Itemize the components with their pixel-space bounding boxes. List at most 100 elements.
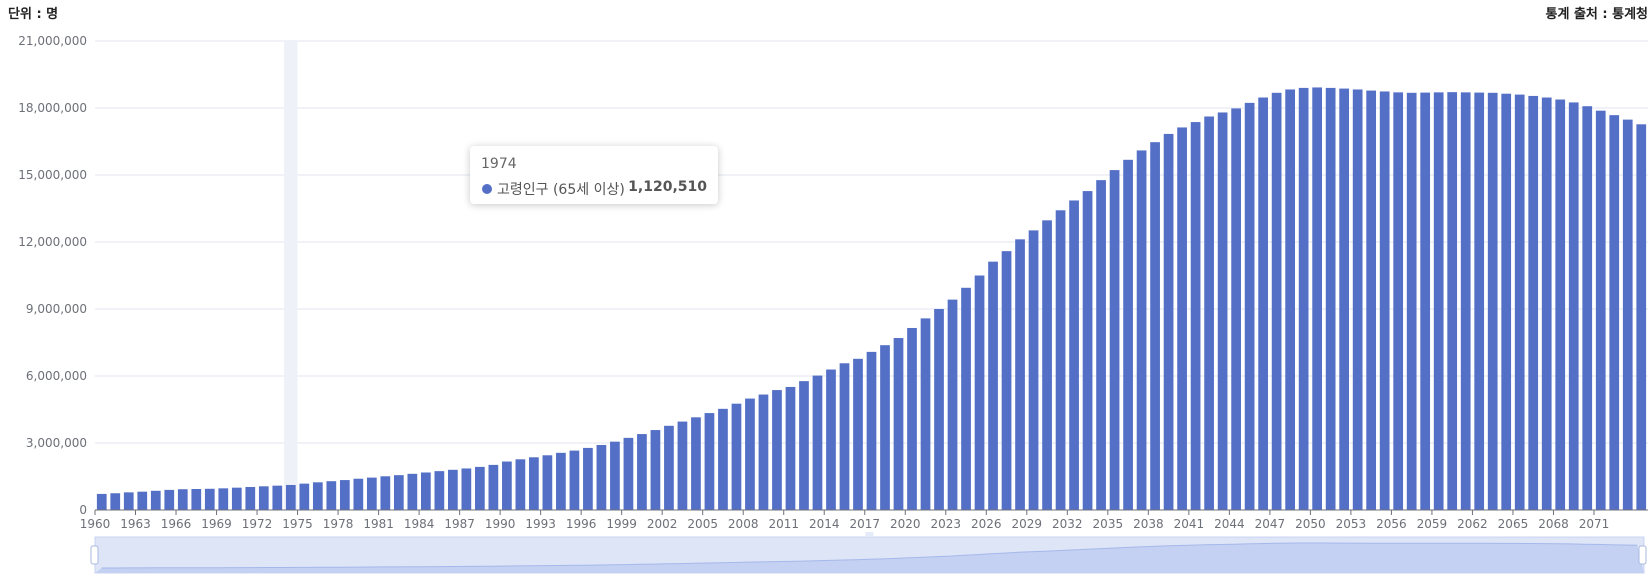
bar[interactable] [339, 480, 350, 510]
bar[interactable] [1352, 89, 1363, 511]
bar[interactable] [664, 425, 674, 510]
bar[interactable] [961, 287, 971, 510]
bar[interactable] [1150, 142, 1160, 511]
bar[interactable] [312, 482, 323, 510]
bar[interactable] [1069, 200, 1079, 510]
bar[interactable] [1487, 92, 1498, 511]
zoom-handle-right[interactable] [1638, 545, 1647, 565]
bar[interactable] [272, 485, 283, 510]
zoom-handle-left[interactable] [90, 545, 99, 565]
bar[interactable] [637, 434, 647, 510]
bar[interactable] [1271, 92, 1282, 511]
bar[interactable] [1177, 127, 1187, 511]
bar[interactable] [880, 345, 890, 510]
bar[interactable] [596, 445, 607, 510]
bar[interactable] [96, 493, 107, 510]
bar[interactable] [1055, 210, 1066, 510]
bar[interactable] [1339, 88, 1350, 510]
bar[interactable] [1447, 92, 1458, 510]
bar[interactable] [1042, 220, 1052, 510]
bar[interactable] [1433, 92, 1444, 510]
bar[interactable] [488, 464, 499, 510]
bar[interactable] [1501, 93, 1512, 510]
bar[interactable] [718, 408, 728, 510]
bar[interactable] [731, 403, 742, 510]
bar[interactable] [326, 481, 337, 510]
bar-series[interactable] [96, 87, 1647, 511]
bar[interactable] [650, 430, 661, 510]
bar[interactable] [988, 261, 998, 510]
bar[interactable] [204, 488, 215, 510]
bar[interactable] [1231, 108, 1241, 511]
bar[interactable] [785, 386, 796, 510]
bar[interactable] [677, 421, 688, 510]
bar[interactable] [1555, 99, 1566, 510]
bar[interactable] [610, 441, 620, 510]
bar[interactable] [1636, 124, 1647, 510]
bar[interactable] [1622, 119, 1633, 510]
bar[interactable] [177, 489, 188, 510]
bar[interactable] [353, 478, 364, 510]
bar[interactable] [245, 486, 256, 510]
bar[interactable] [110, 493, 121, 510]
bar[interactable] [218, 488, 229, 510]
bar[interactable] [839, 363, 850, 510]
data-zoom-slider[interactable] [90, 532, 1647, 574]
bar[interactable] [380, 476, 391, 510]
bar[interactable] [1420, 92, 1431, 510]
bar[interactable] [448, 469, 458, 510]
bar[interactable] [1096, 180, 1106, 511]
bar[interactable] [529, 457, 539, 510]
bar[interactable] [1595, 110, 1606, 511]
bar[interactable] [515, 459, 526, 510]
bar[interactable] [1109, 170, 1120, 510]
bar[interactable] [1474, 92, 1485, 510]
bar[interactable] [623, 437, 634, 510]
bar[interactable] [1285, 89, 1295, 511]
bar[interactable] [1393, 92, 1404, 510]
bar[interactable] [1298, 87, 1309, 511]
bar[interactable] [758, 394, 769, 510]
bar[interactable] [1123, 159, 1133, 510]
bar[interactable] [1325, 87, 1336, 511]
bar[interactable] [1514, 94, 1525, 510]
bar[interactable] [420, 472, 431, 510]
bar[interactable] [150, 490, 161, 510]
bar[interactable] [974, 275, 985, 511]
bar[interactable] [1204, 116, 1214, 510]
bar[interactable] [1460, 92, 1471, 510]
bar[interactable] [853, 358, 863, 510]
bar[interactable] [812, 375, 823, 510]
bar[interactable] [907, 327, 917, 510]
bar[interactable] [934, 309, 944, 510]
bar[interactable] [893, 338, 904, 510]
bar[interactable] [583, 447, 593, 510]
bar[interactable] [231, 487, 242, 510]
bar[interactable] [1609, 115, 1620, 510]
bar[interactable] [1582, 106, 1593, 511]
bar[interactable] [569, 450, 580, 510]
bar[interactable] [1190, 122, 1201, 510]
bar[interactable] [704, 413, 715, 510]
bar[interactable] [1082, 191, 1093, 510]
bar[interactable] [461, 468, 472, 510]
bar[interactable] [1541, 97, 1552, 511]
bar[interactable] [1244, 102, 1255, 510]
bar[interactable] [772, 390, 782, 510]
bar[interactable] [164, 489, 175, 510]
bar[interactable] [799, 381, 809, 510]
bar[interactable] [1001, 251, 1012, 510]
bar[interactable] [502, 461, 512, 510]
bar[interactable] [1015, 239, 1025, 510]
bar[interactable] [1379, 91, 1390, 511]
bar[interactable] [1406, 92, 1417, 511]
bar[interactable] [137, 491, 148, 510]
bar[interactable] [691, 417, 701, 510]
bar[interactable] [947, 299, 958, 510]
bar[interactable] [191, 489, 202, 510]
bar[interactable] [1568, 102, 1579, 511]
zoom-move-handle[interactable] [865, 532, 874, 536]
bar[interactable] [866, 351, 877, 510]
bar[interactable] [285, 484, 296, 510]
bar[interactable] [434, 471, 445, 510]
